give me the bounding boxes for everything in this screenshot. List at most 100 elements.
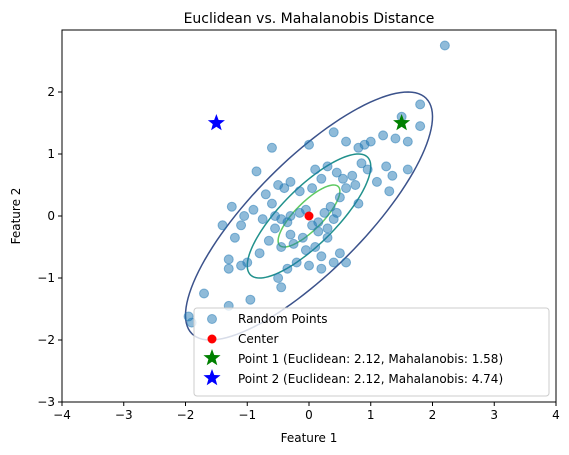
x-tick-label: 3 [490, 408, 498, 422]
random-point [415, 99, 426, 110]
random-point [350, 180, 361, 190]
random-point [229, 232, 240, 243]
random-point [310, 242, 321, 252]
x-tick-label: 4 [552, 408, 560, 422]
random-point [248, 204, 259, 215]
random-point [331, 167, 342, 178]
random-point [347, 170, 358, 181]
x-axis-label: Feature 1 [281, 431, 338, 445]
random-point [279, 183, 290, 194]
random-point [341, 257, 352, 268]
random-point [266, 142, 277, 153]
legend-label-center: Center [238, 332, 278, 346]
random-point [316, 263, 327, 274]
random-point [300, 245, 311, 256]
random-point [353, 142, 364, 153]
random-point [381, 161, 392, 172]
random-point [356, 158, 367, 169]
random-point [331, 207, 342, 218]
random-point [334, 248, 345, 259]
random-point [282, 263, 293, 274]
random-point [353, 198, 364, 209]
random-point [322, 161, 333, 172]
legend-label-random: Random Points [238, 312, 328, 326]
random-point [285, 176, 296, 187]
random-point [239, 211, 250, 221]
legend-item-point1: Point 1 (Euclidean: 2.12, Mahalanobis: 1… [203, 349, 503, 366]
x-tick-label: −3 [115, 408, 133, 422]
random-point [304, 260, 314, 271]
x-tick-label: 0 [305, 408, 313, 422]
random-point [439, 40, 450, 51]
center-point [304, 211, 314, 221]
y-tick-label: 2 [47, 85, 55, 99]
random-point [313, 226, 324, 237]
random-point [328, 127, 339, 138]
random-point [390, 133, 401, 144]
random-point [226, 201, 237, 212]
random-point [291, 257, 302, 268]
legend-marker-random [207, 314, 217, 324]
random-point [245, 294, 256, 305]
random-point [266, 198, 277, 209]
random-point [322, 223, 333, 234]
random-point [223, 263, 234, 274]
point2-star [207, 114, 225, 131]
random-point [251, 166, 262, 177]
x-axis: −4 −3 −2 −1 0 1 2 3 4 [53, 402, 560, 422]
x-tick-label: −2 [177, 408, 195, 422]
random-point [236, 220, 247, 231]
random-point [276, 242, 287, 252]
random-point [316, 173, 327, 184]
random-point [273, 273, 284, 283]
random-point [270, 223, 281, 234]
random-point [402, 164, 413, 175]
legend-marker-point1 [203, 349, 221, 366]
legend-box [193, 307, 550, 397]
random-point [307, 220, 318, 231]
random-point [217, 220, 228, 231]
y-tick-label: −1 [37, 271, 55, 285]
y-tick-label: −3 [37, 395, 55, 409]
contour-ellipse [184, 91, 434, 341]
random-point [236, 260, 247, 271]
random-point [307, 183, 318, 194]
legend-marker-point2 [203, 369, 221, 386]
x-tick-label: −1 [238, 408, 256, 422]
random-point [341, 183, 352, 194]
random-point [362, 164, 373, 175]
y-axis: −3 −2 −1 0 1 2 [37, 85, 62, 409]
y-tick-label: 0 [47, 209, 55, 223]
legend-label-point2: Point 2 (Euclidean: 2.12, Mahalanobis: 4… [238, 372, 503, 386]
y-tick-label: −2 [37, 333, 55, 347]
random-point [341, 136, 352, 147]
random-point [402, 136, 413, 147]
random-point [263, 235, 274, 246]
random-point [387, 170, 398, 181]
random-point [288, 238, 299, 249]
random-point [384, 186, 395, 197]
x-tick-label: −4 [53, 408, 71, 422]
random-point [297, 232, 308, 243]
random-point [319, 207, 330, 218]
special-points-group [207, 114, 411, 221]
random-point [270, 211, 281, 221]
random-point [325, 201, 336, 212]
random-point [328, 257, 339, 268]
random-point [199, 288, 210, 299]
legend-item-random: Random Points [207, 312, 328, 326]
legend-marker-center [207, 334, 217, 344]
random-point [337, 173, 348, 184]
y-axis-label: Feature 2 [9, 188, 23, 245]
legend-item-point2: Point 2 (Euclidean: 2.12, Mahalanobis: 4… [203, 369, 503, 386]
random-point [276, 282, 287, 293]
random-point [304, 139, 314, 150]
random-point [322, 232, 333, 243]
legend-item-center: Center [207, 332, 278, 346]
random-point [260, 189, 271, 200]
random-point [415, 121, 426, 132]
random-point [254, 248, 265, 259]
random-point [334, 192, 345, 203]
random-point [316, 251, 327, 262]
